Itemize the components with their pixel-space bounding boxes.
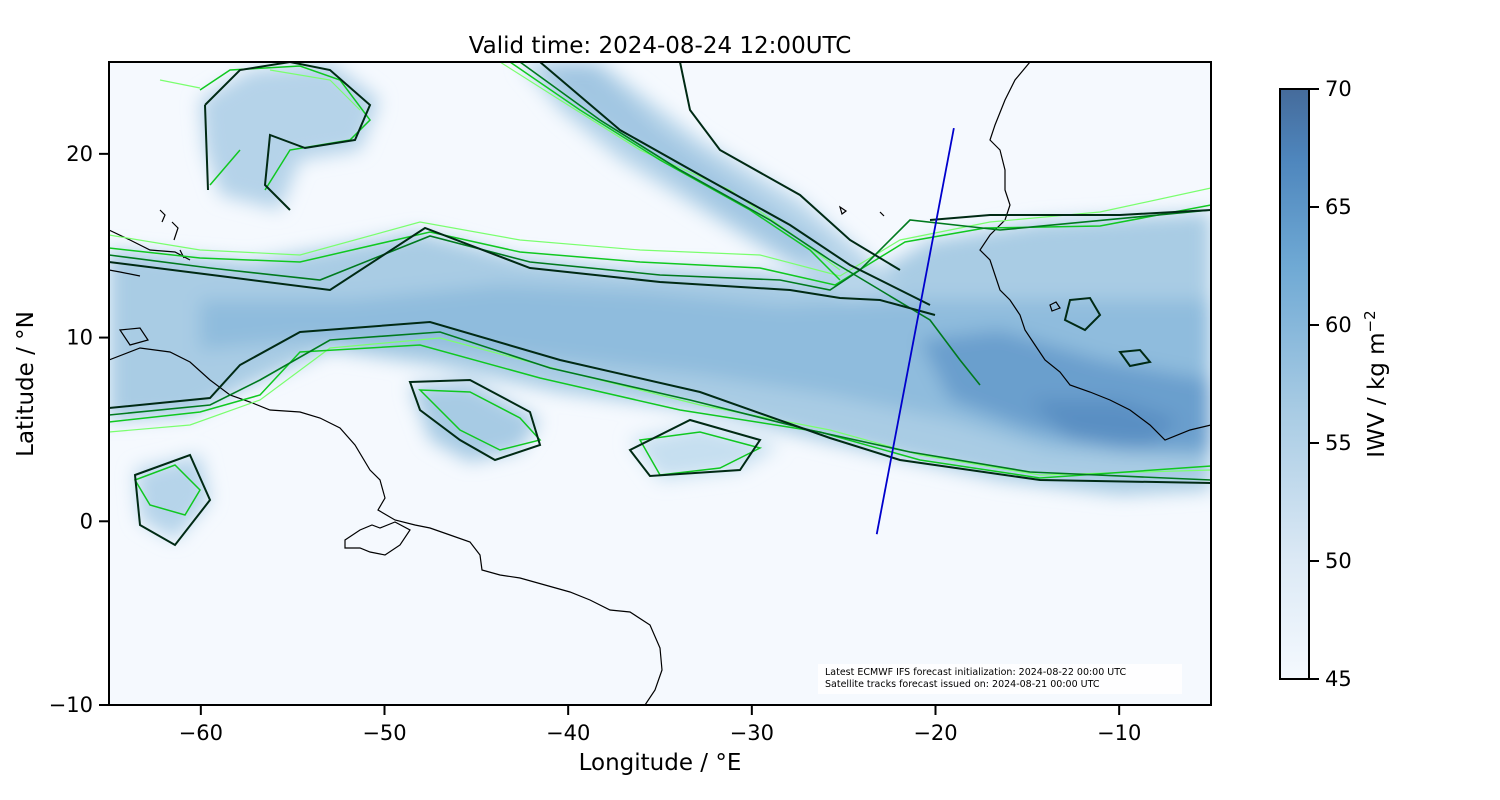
colorbar-label: IWV / kg m−2 [1361,310,1390,457]
x-tick-label: −10 [1097,721,1141,745]
contour-bright-islands [133,389,763,516]
coastline-island-5 [879,211,885,217]
colorbar-tick-label: 60 [1325,313,1352,337]
y-axis-ticks: 20 10 0 −10 [49,142,109,717]
x-tick-label: −30 [730,721,774,745]
contour-mid-north [519,62,981,386]
contour-mid-band [109,209,1211,481]
coastline-caribbean-2 [109,269,141,277]
colorbar-ticks: 70 65 60 55 50 45 [1309,77,1352,691]
map-frame [108,61,1212,706]
chart-title: Valid time: 2024-08-24 12:00UTC [469,33,852,59]
iwv-contours [109,62,1211,547]
satellite-track [875,127,955,535]
coastline-africa-north [979,62,1211,441]
annotation-box [818,664,1182,694]
x-axis-label: Longitude / °E [579,750,742,776]
x-tick-label: −40 [546,721,590,745]
x-axis-ticks: −60 −50 −40 −30 −20 −10 [179,705,1141,745]
x-tick-label: −60 [179,721,223,745]
contour-bright-band [109,204,1211,479]
annotation-line-1: Latest ECMWF IFS forecast initialization… [825,667,1126,678]
annotation-line-2: Satellite tracks forecast issued on: 202… [825,679,1100,690]
colorbar-tick-label: 50 [1325,549,1352,573]
x-tick-label: −20 [913,721,957,745]
contour-dark-nw [204,62,372,211]
coastline-cape-verde-1 [1049,301,1061,312]
colorbar-label-exponent: −2 [1361,310,1379,332]
colorbar-tick-label: 70 [1325,77,1352,101]
contour-dark-band [109,226,1211,484]
y-tick-label: 20 [66,142,93,166]
contour-dark-north [539,62,1211,306]
coastline-island-2 [171,221,179,241]
colorbar-scale [1279,88,1310,680]
coastline-trinidad [118,327,149,346]
colorbar: 70 65 60 55 50 45 IWV / kg m−2 [1279,77,1390,691]
x-tick-label: −50 [362,721,406,745]
coastline-caribbean-1 [109,229,191,261]
y-axis-label: Latitude / °N [13,311,39,457]
colorbar-tick-label: 55 [1325,431,1352,455]
y-tick-label: 10 [66,326,93,350]
colorbar-tick-label: 45 [1325,667,1352,691]
coastline-amazon-delta [344,521,411,556]
contour-dark-islands [133,296,1152,547]
coastline-island-4 [838,205,848,216]
colorbar-label-main: IWV / kg m [1364,332,1390,457]
y-tick-label: −10 [49,693,93,717]
y-tick-label: 0 [80,509,93,533]
map-panel: Latest ECMWF IFS forecast initialization… [109,62,1211,705]
coastline-island-1 [159,209,166,223]
iwv-field [109,62,1211,540]
colorbar-tick-label: 65 [1325,195,1352,219]
